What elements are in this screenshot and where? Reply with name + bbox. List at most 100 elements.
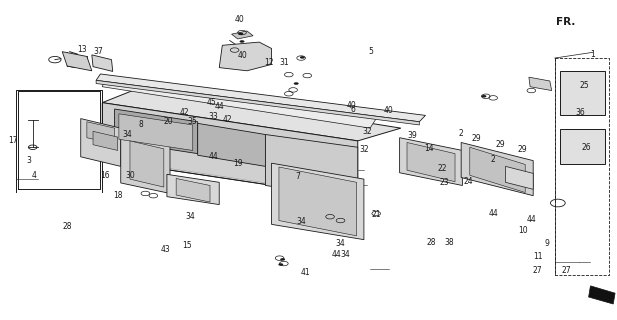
Text: 16: 16 xyxy=(101,171,110,180)
Text: 44: 44 xyxy=(526,215,536,224)
Polygon shape xyxy=(102,87,401,141)
Polygon shape xyxy=(81,119,121,166)
Circle shape xyxy=(280,258,285,261)
Text: 28: 28 xyxy=(62,222,72,231)
Text: 45: 45 xyxy=(206,98,216,107)
Text: 28: 28 xyxy=(427,238,436,247)
Text: 37: 37 xyxy=(93,46,103,56)
Text: 43: 43 xyxy=(161,245,170,254)
Polygon shape xyxy=(93,131,118,150)
Polygon shape xyxy=(461,142,533,196)
Text: 39: 39 xyxy=(407,131,417,140)
Text: 40: 40 xyxy=(234,15,244,24)
Text: 3: 3 xyxy=(26,156,31,164)
Polygon shape xyxy=(265,134,358,198)
Polygon shape xyxy=(407,142,455,182)
Text: 6: 6 xyxy=(350,105,355,114)
Polygon shape xyxy=(560,129,605,164)
Text: 4: 4 xyxy=(32,172,37,180)
Text: 1: 1 xyxy=(590,50,595,59)
Text: 19: 19 xyxy=(233,159,242,168)
Polygon shape xyxy=(197,123,265,166)
Text: 34: 34 xyxy=(336,239,346,248)
Text: 14: 14 xyxy=(424,144,433,153)
Text: 29: 29 xyxy=(471,134,481,143)
Text: 38: 38 xyxy=(444,238,453,247)
Text: 30: 30 xyxy=(125,172,135,180)
Text: 21: 21 xyxy=(371,210,381,219)
Polygon shape xyxy=(167,174,219,204)
Circle shape xyxy=(300,56,305,59)
Text: 42: 42 xyxy=(222,115,232,124)
Text: 10: 10 xyxy=(518,226,528,235)
Polygon shape xyxy=(271,163,364,240)
Polygon shape xyxy=(529,77,552,91)
Text: 2: 2 xyxy=(491,155,495,164)
Text: 34: 34 xyxy=(186,212,195,221)
Text: 15: 15 xyxy=(182,241,191,250)
Polygon shape xyxy=(92,55,113,71)
Text: 40: 40 xyxy=(237,51,247,60)
Text: 32: 32 xyxy=(359,145,369,154)
Polygon shape xyxy=(121,134,170,194)
Text: 41: 41 xyxy=(300,268,310,277)
Text: 2: 2 xyxy=(459,129,463,138)
Circle shape xyxy=(294,82,299,85)
Text: 34: 34 xyxy=(341,251,350,260)
Polygon shape xyxy=(115,109,197,154)
Polygon shape xyxy=(279,167,357,236)
Polygon shape xyxy=(560,71,605,116)
Text: 17: 17 xyxy=(8,136,18,145)
Circle shape xyxy=(278,263,283,266)
Polygon shape xyxy=(505,166,533,189)
Text: 29: 29 xyxy=(495,140,505,149)
Text: 25: 25 xyxy=(579,81,589,90)
Polygon shape xyxy=(102,77,376,128)
Polygon shape xyxy=(62,52,92,71)
Circle shape xyxy=(238,33,243,35)
Text: 42: 42 xyxy=(180,108,189,117)
Polygon shape xyxy=(176,179,210,202)
Text: 44: 44 xyxy=(488,209,498,218)
Text: 26: 26 xyxy=(582,143,592,152)
Text: 44: 44 xyxy=(331,251,341,260)
Text: 31: 31 xyxy=(279,58,289,67)
Polygon shape xyxy=(470,147,525,193)
Text: 9: 9 xyxy=(545,239,550,248)
Text: 11: 11 xyxy=(532,252,542,261)
Text: 32: 32 xyxy=(362,127,372,136)
Text: 27: 27 xyxy=(532,266,542,276)
Text: 27: 27 xyxy=(561,266,571,276)
Text: 8: 8 xyxy=(139,120,143,129)
Text: 18: 18 xyxy=(113,190,122,200)
Text: 34: 34 xyxy=(296,217,306,226)
Text: 12: 12 xyxy=(263,58,273,67)
Polygon shape xyxy=(102,103,358,198)
Polygon shape xyxy=(96,80,420,125)
Polygon shape xyxy=(130,141,164,187)
Text: 29: 29 xyxy=(518,145,528,154)
Text: 35: 35 xyxy=(188,116,197,126)
Polygon shape xyxy=(219,42,271,71)
Text: 34: 34 xyxy=(122,130,132,139)
Polygon shape xyxy=(400,138,462,186)
Circle shape xyxy=(239,40,244,43)
Text: 22: 22 xyxy=(438,164,447,173)
Text: 20: 20 xyxy=(164,116,173,126)
Polygon shape xyxy=(231,31,253,39)
Text: 33: 33 xyxy=(208,113,218,122)
Circle shape xyxy=(481,95,486,98)
Text: 44: 44 xyxy=(208,152,218,161)
Polygon shape xyxy=(589,286,615,304)
Polygon shape xyxy=(87,122,115,144)
Polygon shape xyxy=(96,74,426,122)
Text: 40: 40 xyxy=(347,101,357,110)
Polygon shape xyxy=(119,114,193,150)
Text: 23: 23 xyxy=(439,178,449,187)
Text: 24: 24 xyxy=(464,177,473,186)
Text: 40: 40 xyxy=(384,106,394,115)
Text: FR.: FR. xyxy=(556,17,575,27)
Text: 7: 7 xyxy=(295,172,300,181)
Text: 44: 44 xyxy=(214,102,224,111)
Text: 5: 5 xyxy=(369,46,374,56)
